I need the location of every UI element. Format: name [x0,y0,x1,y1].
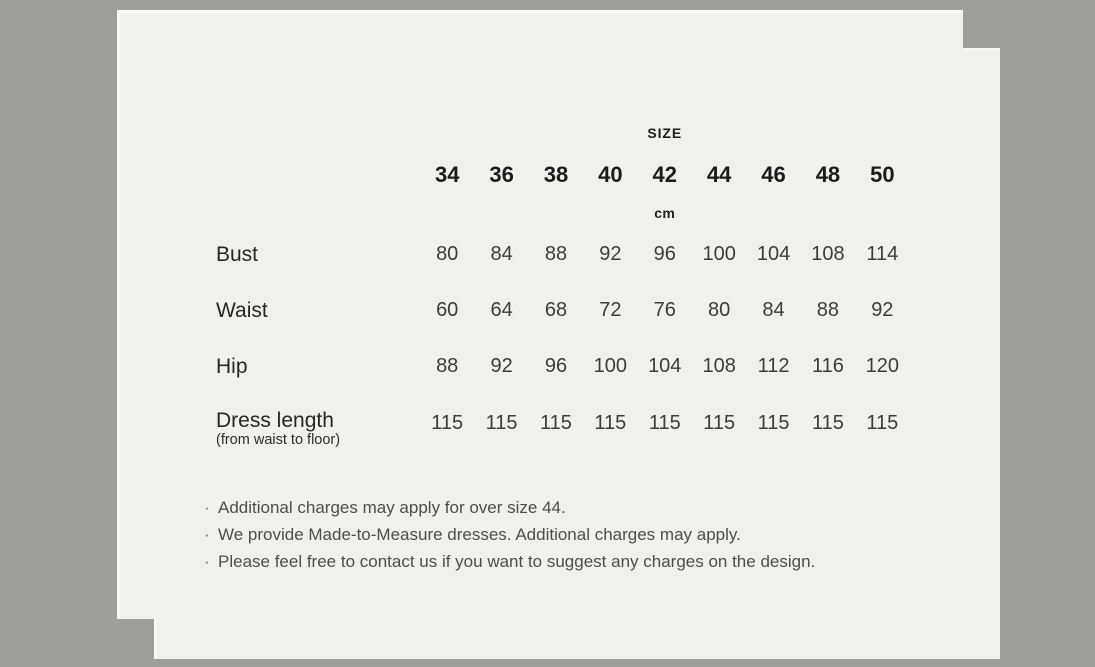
measurement-value: 88 [436,354,459,377]
measurement-value: 72 [599,298,622,321]
notes-list: · Additional charges may apply for over s… [204,494,924,575]
measurement-value: 108 [702,354,736,377]
measurement-value: 115 [703,411,736,434]
note-line: · Additional charges may apply for over s… [204,494,924,521]
note-text: Additional charges may apply for over si… [218,498,566,517]
note-line: · Please feel free to contact us if you w… [204,548,924,575]
measurement-value: 92 [599,242,622,265]
measurement-value: 114 [866,242,899,265]
size-table: SIZE cm 34 36 38 40 42 44 46 48 50 Bust 80 84 88 92 96… [216,115,910,452]
note-bullet: · [204,498,210,517]
measurement-value: 76 [653,298,676,321]
measurement-value: 80 [436,242,459,265]
size-caption: SIZE [647,124,683,141]
size-column-header: 40 [598,162,623,187]
measurement-value: 115 [540,411,572,434]
measurement-value: 80 [708,298,731,321]
measurement-row-label: Hip [216,355,420,378]
measurement-value: 115 [485,411,518,434]
size-column-header: 42 [652,162,677,187]
measurement-value: 92 [871,298,894,321]
measurement-value: 84 [762,298,785,321]
note-bullet: · [204,525,210,544]
note-bullet: · [204,552,210,571]
measurement-value: 115 [431,411,464,434]
measurement-row-label: Dress length (from waist to floor) [216,409,420,449]
measurement-row-label: Bust [216,243,420,266]
unit-caption: cm [654,205,676,221]
measurement-row-label: Waist [216,299,420,322]
measurement-value: 115 [648,411,681,434]
measurement-value: 104 [756,242,791,265]
measurement-value: 100 [702,242,736,265]
measurement-value: 64 [490,298,513,321]
note-line: · We provide Made-to-Measure dresses. Add… [204,521,924,548]
measurement-value: 108 [811,242,845,265]
paper-sheet-back [117,10,963,619]
size-column-header: 44 [706,162,732,187]
measurement-value: 96 [653,242,676,265]
size-column-header: 34 [434,162,460,187]
measurement-value: 115 [811,411,844,434]
measurement-value: 88 [544,242,568,265]
measurement-value: 112 [757,354,790,377]
measurement-value: 60 [436,298,459,321]
size-column-header: 46 [761,162,786,187]
row-label-text: Bust [216,242,259,266]
row-label-text: Waist [216,298,268,322]
measurement-value: 120 [865,354,899,377]
measurement-value: 92 [490,354,513,377]
row-sublabel-text: (from waist to floor) [216,432,341,448]
measurement-value: 115 [757,411,790,434]
measurement-value: 100 [593,354,628,377]
size-column-header: 38 [543,162,569,187]
note-text: Please feel free to contact us if you wa… [218,552,816,571]
measurement-value: 68 [544,298,568,321]
row-label-text: Dress length [216,409,334,432]
measurement-value: 104 [648,354,682,377]
measurement-value: 96 [544,354,568,377]
size-column-header: 48 [815,162,841,187]
measurement-value: 88 [816,298,840,321]
measurement-value: 84 [490,242,513,265]
size-column-header: 36 [489,162,514,187]
size-column-header: 50 [870,162,895,187]
measurement-value: 116 [811,354,844,377]
measurement-value: 115 [594,411,627,434]
note-text: We provide Made-to-Measure dresses. Addi… [218,525,741,544]
row-label-text: Hip [216,354,248,378]
measurement-value: 115 [866,411,899,434]
